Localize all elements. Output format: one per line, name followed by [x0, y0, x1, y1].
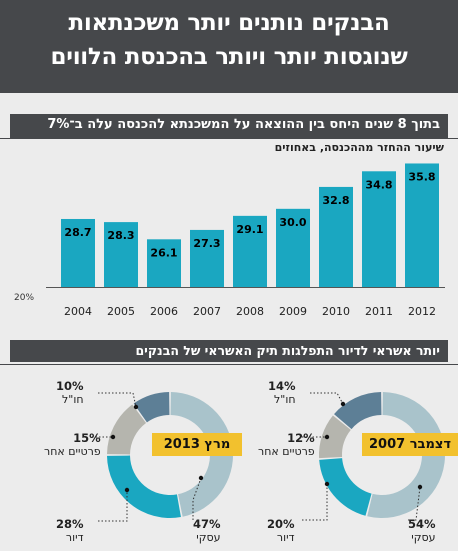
pie-2007-housing-label: 20% דיור: [267, 517, 295, 545]
x-tick-label-2012: 2012: [408, 305, 436, 318]
pie-2013-abroad-pct: 10%: [56, 379, 84, 393]
bar-value-label-2006: 26.1: [150, 246, 177, 259]
pie-2007-date-badge: דצמבר 2007: [362, 433, 458, 456]
leader-2013-abroad: [98, 392, 137, 408]
bar-value-label-2007: 27.3: [193, 237, 220, 250]
pie-2013-business-name: עסקי: [196, 531, 221, 544]
x-tick-label-2008: 2008: [236, 305, 264, 318]
bar-value-label-2010: 32.8: [322, 194, 349, 207]
pie-2007-private-pct: 12%: [287, 431, 315, 445]
bar-chart-subtitle: שיעור ההחזר מההכנסה, באחוזים: [274, 141, 444, 154]
leader-2007-housing: [302, 484, 328, 521]
leader-2013-business-dot: [198, 475, 204, 481]
bar-value-label-2011: 34.8: [365, 178, 392, 191]
pie-2013-abroad-label: 10% חו"ל: [56, 379, 84, 407]
pie-2007-private-name: פרטיים אחר: [258, 445, 315, 458]
pie-2007-business-name: עסקי: [411, 531, 436, 544]
donut-2013-slice-housing: [107, 455, 181, 518]
y-axis-base-label: 20%: [14, 293, 35, 303]
bar-value-label-2004: 28.7: [64, 226, 91, 239]
bar-2011: [362, 171, 396, 287]
pie-2007-abroad-pct: 14%: [268, 379, 296, 393]
pie-2013-business-pct: 47%: [193, 517, 221, 531]
pie-2013-business-label: 47% עסקי: [193, 517, 221, 545]
pie-2013-abroad-name: חו"ל: [62, 393, 84, 406]
leader-2007-business-dot: [417, 484, 423, 490]
x-tick-label-2009: 2009: [279, 305, 307, 318]
pie-2007-housing-name: דיור: [276, 531, 295, 544]
leader-2013-housing: [98, 490, 128, 522]
x-tick-label-2006: 2006: [150, 305, 178, 318]
title-band: הבנקים נותנים יותר משכנתאות שנוגסות יותר…: [0, 0, 458, 93]
donut-2013-slice-private: [107, 404, 147, 455]
pie-2013-private-name: פרטיים אחר: [44, 445, 101, 458]
pie-section-heading: יותר אשראי לדיור התפלגות תיק האשראי של ה…: [0, 340, 458, 365]
pie-2013-housing-name: דיור: [65, 531, 84, 544]
bar-section-heading-text: בתוך 8 שנים היחס בין ההוצאה על המשכנתא ל…: [47, 117, 440, 132]
leader-2007-private-dot: [324, 434, 330, 440]
pie-section-heading-text: יותר אשראי לדיור התפלגות תיק האשראי של ה…: [135, 343, 440, 358]
donut-2007-slice-housing: [319, 458, 372, 516]
pie-2013-date-badge: מרץ 2013: [152, 433, 242, 456]
main-title-line-1: הבנקים נותנים יותר משכנתאות: [68, 10, 390, 36]
pie-2007-housing-pct: 20%: [267, 517, 295, 531]
pie-2007-business-label: 54% עסקי: [408, 517, 436, 545]
x-tick-label-2005: 2005: [107, 305, 135, 318]
bar-value-label-2005: 28.3: [107, 229, 134, 242]
bar-2012: [405, 163, 439, 287]
bar-value-label-2009: 30.0: [279, 216, 306, 229]
leader-2007-business: [408, 486, 421, 521]
leader-2013-abroad-dot: [133, 404, 139, 410]
pie-2013-private-pct: 15%: [73, 431, 101, 445]
x-tick-label-2010: 2010: [322, 305, 350, 318]
bar-2008: [233, 215, 267, 287]
leader-2007-abroad: [310, 392, 344, 405]
bar-2009: [276, 208, 310, 287]
bar-section-heading: בתוך 8 שנים היחס בין ההוצאה על המשכנתא ל…: [0, 114, 458, 139]
leader-2013-business: [192, 477, 202, 520]
leader-2007-housing-dot: [324, 481, 330, 487]
donut-2007-slice-abroad: [334, 392, 382, 430]
donut-2007-slice-business: [367, 392, 446, 518]
x-tick-label-2004: 2004: [64, 305, 92, 318]
donut-2007-slice-private: [319, 415, 351, 459]
leader-2013-housing-dot: [124, 487, 130, 493]
bar-2010: [319, 186, 353, 287]
pie-2007-abroad-label: 14% חו"ל: [268, 379, 296, 407]
pie-2007-private-label: 12% פרטיים אחר: [258, 431, 315, 459]
pie-2007-business-pct: 54%: [408, 517, 436, 531]
bar-2004: [61, 218, 95, 287]
pie-2013-private-label: 15% פרטיים אחר: [44, 431, 101, 459]
pie-2007-abroad-name: חו"ל: [274, 393, 296, 406]
x-tick-label-2011: 2011: [365, 305, 393, 318]
main-title-line-2: שנוגסות יותר ויותר בהכנסת הלווים: [50, 44, 408, 70]
bar-2007: [190, 229, 224, 287]
leader-2013-private-dot: [110, 434, 116, 440]
bar-2005: [104, 222, 138, 287]
bar-value-label-2008: 29.1: [236, 223, 263, 236]
pie-2013-housing-pct: 28%: [56, 517, 84, 531]
bar-value-label-2012: 35.8: [408, 170, 435, 183]
x-tick-label-2007: 2007: [193, 305, 221, 318]
leader-2007-abroad-dot: [340, 401, 346, 407]
pie-2013-housing-label: 28% דיור: [56, 517, 84, 545]
donut-2013-slice-abroad: [133, 392, 170, 423]
donut-2013-slice-business: [170, 392, 234, 517]
bar-2006: [147, 239, 181, 287]
